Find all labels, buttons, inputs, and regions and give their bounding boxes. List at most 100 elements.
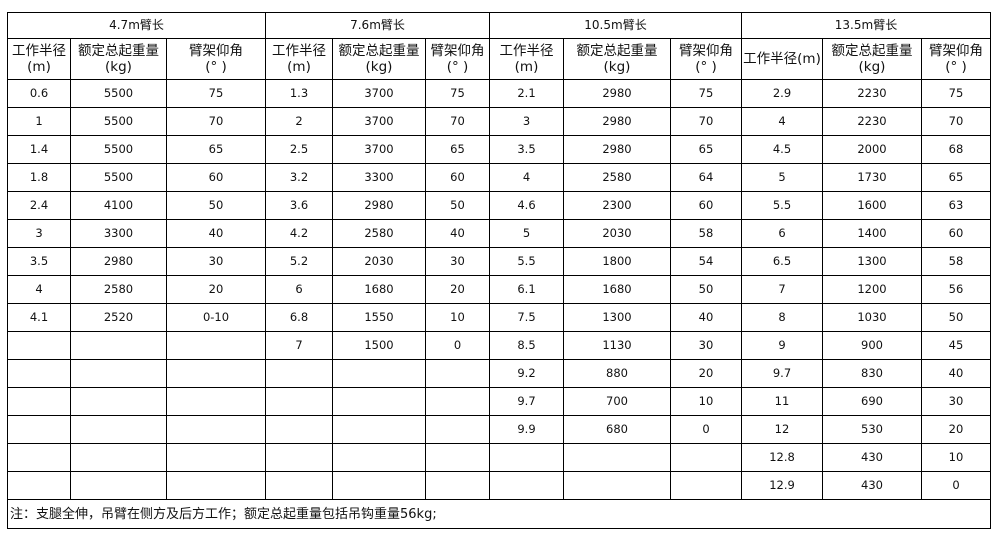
- radius-cell: 5.5: [489, 247, 564, 276]
- header-unit: (kg): [105, 59, 132, 75]
- angle-cell: [425, 359, 490, 388]
- angle-cell: 0-10: [166, 303, 266, 332]
- header-label: 额定总起重量: [576, 43, 658, 59]
- load-cell: 900: [822, 331, 922, 360]
- load-cell: 2520: [70, 303, 167, 332]
- load-cell: 430: [822, 443, 922, 472]
- boom-length-header: 13.5m臂长: [741, 12, 991, 39]
- header-unit: (° ): [945, 59, 967, 75]
- angle-cell: [166, 387, 266, 416]
- header-label: 臂架仰角: [189, 43, 243, 59]
- load-cell: 1600: [822, 191, 922, 220]
- angle-header: 臂架仰角 (° ): [670, 38, 742, 80]
- radius-cell: 3.5: [7, 247, 71, 276]
- header-label: 臂架仰角: [430, 43, 485, 59]
- angle-cell: 50: [166, 191, 266, 220]
- header-label: 工作半径: [12, 43, 66, 59]
- load-header: 额定总起重量 (kg): [332, 38, 426, 80]
- header-label: 额定总起重量: [338, 43, 420, 59]
- radius-cell: 2.1: [489, 79, 564, 108]
- angle-cell: 65: [670, 135, 742, 164]
- table-row: 2.4 4100 50 3.6 2980 50 4.6 2300 60 5.5 1600 63: [7, 191, 991, 220]
- table-row: 3 3300 40 4.2 2580 40 5 2030 58 6 1400 60: [7, 219, 991, 248]
- load-cell: [332, 359, 426, 388]
- table-row: 4 2580 20 6 1680 20 6.1 1680 50 7 1200 56: [7, 275, 991, 304]
- load-cell: 2980: [70, 247, 167, 276]
- radius-cell: 1.8: [7, 163, 71, 192]
- angle-cell: [166, 359, 266, 388]
- radius-cell: 12.8: [741, 443, 823, 472]
- angle-cell: 54: [670, 247, 742, 276]
- angle-cell: 45: [921, 331, 991, 360]
- radius-cell: 3: [7, 219, 71, 248]
- radius-header: 工作半径(m): [265, 38, 333, 80]
- header-unit: (° ): [695, 59, 717, 75]
- angle-cell: 56: [921, 275, 991, 304]
- radius-cell: 4.1: [7, 303, 71, 332]
- angle-cell: 10: [921, 443, 991, 472]
- load-cell: 3300: [332, 163, 426, 192]
- angle-cell: 10: [670, 387, 742, 416]
- radius-cell: 11: [741, 387, 823, 416]
- radius-cell: 6.8: [265, 303, 333, 332]
- angle-cell: 70: [670, 107, 742, 136]
- load-cell: 2300: [563, 191, 671, 220]
- radius-cell: [7, 471, 71, 500]
- angle-cell: [166, 471, 266, 500]
- angle-cell: 65: [921, 163, 991, 192]
- load-cell: 530: [822, 415, 922, 444]
- load-cell: 2580: [332, 219, 426, 248]
- angle-cell: [670, 471, 742, 500]
- load-cell: 3700: [332, 107, 426, 136]
- note-row: 注：支腿全伸，吊臂在侧方及后方工作；额定总起重量包括吊钩重量56kg;: [7, 499, 991, 529]
- load-cell: 3700: [332, 135, 426, 164]
- radius-cell: 4: [7, 275, 71, 304]
- load-cell: [70, 415, 167, 444]
- angle-cell: 0: [425, 331, 490, 360]
- load-cell: 1400: [822, 219, 922, 248]
- header-unit: (m): [27, 59, 51, 75]
- load-cell: 2580: [70, 275, 167, 304]
- load-cell: [70, 443, 167, 472]
- table-row: 9.9 680 0 12 530 20: [7, 415, 991, 444]
- angle-cell: 70: [921, 107, 991, 136]
- table-row: 9.2 880 20 9.7 830 40: [7, 359, 991, 388]
- angle-cell: 0: [670, 415, 742, 444]
- table-row: 7 1500 0 8.5 1130 30 9 900 45: [7, 331, 991, 360]
- load-cell: [563, 443, 671, 472]
- angle-cell: [425, 387, 490, 416]
- radius-cell: [7, 359, 71, 388]
- header-unit: (kg): [365, 59, 393, 75]
- radius-cell: 12: [741, 415, 823, 444]
- radius-cell: 4.5: [741, 135, 823, 164]
- angle-header: 臂架仰角 (° ): [921, 38, 991, 80]
- load-cell: [563, 471, 671, 500]
- load-cell: 1200: [822, 275, 922, 304]
- radius-header: 工作半径(m): [7, 38, 71, 80]
- angle-cell: 20: [166, 275, 266, 304]
- radius-cell: [265, 471, 333, 500]
- angle-header: 臂架仰角 (° ): [166, 38, 266, 80]
- angle-cell: 10: [425, 303, 490, 332]
- load-cell: 2980: [563, 107, 671, 136]
- radius-cell: 7: [265, 331, 333, 360]
- angle-cell: 75: [166, 79, 266, 108]
- radius-cell: 4.6: [489, 191, 564, 220]
- load-cell: [332, 443, 426, 472]
- radius-cell: 7.5: [489, 303, 564, 332]
- radius-cell: 2.5: [265, 135, 333, 164]
- angle-cell: 58: [670, 219, 742, 248]
- angle-cell: 60: [166, 163, 266, 192]
- radius-cell: [7, 387, 71, 416]
- angle-cell: [425, 415, 490, 444]
- angle-cell: 70: [425, 107, 490, 136]
- load-cell: 1680: [563, 275, 671, 304]
- header-label: 臂架仰角: [929, 43, 983, 59]
- radius-cell: 7: [741, 275, 823, 304]
- table-row: 0.6 5500 75 1.3 3700 75 2.1 2980 75 2.9 2230 75: [7, 79, 991, 108]
- header-unit: (m): [514, 59, 539, 75]
- radius-cell: 9.9: [489, 415, 564, 444]
- load-cell: 3700: [332, 79, 426, 108]
- load-cell: 2230: [822, 107, 922, 136]
- load-cell: 1800: [563, 247, 671, 276]
